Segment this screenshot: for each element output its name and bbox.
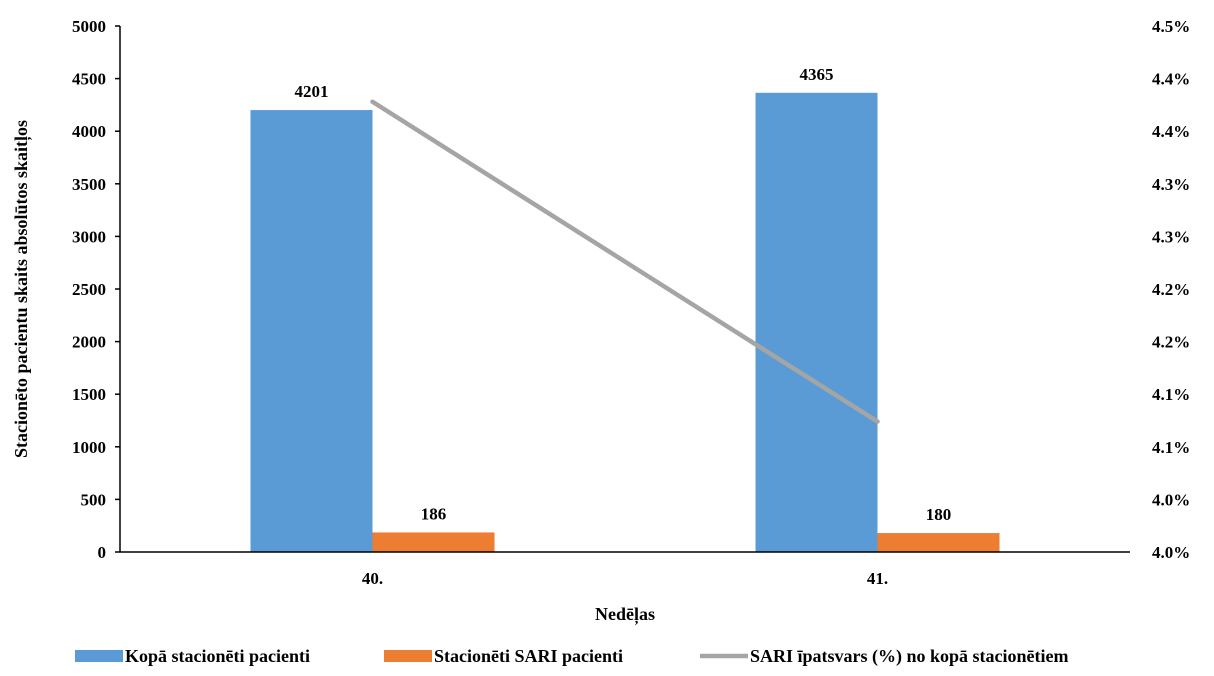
bar-data-label: 4365	[800, 65, 834, 84]
y-tick-label: 5000	[72, 17, 106, 36]
y2-tick-label: 4.5%	[1152, 17, 1190, 36]
y-tick-label: 1000	[72, 438, 106, 457]
y2-tick-label: 4.3%	[1152, 227, 1190, 246]
legend-label: Stacionēti SARI pacienti	[434, 646, 623, 666]
y-tick-label: 3000	[72, 227, 106, 246]
y-tick-label: 0	[98, 543, 107, 562]
bar	[250, 110, 373, 552]
line-series-path	[370, 99, 880, 424]
y2-tick-label: 4.0%	[1152, 543, 1190, 562]
bars: 4201 4365 186 180	[250, 65, 1000, 552]
y-axis-ticks: 0 500 1000 1500 2000 2500 3000 3500 4000 4500 5000	[72, 17, 120, 562]
legend: Kopā stacionēti pacienti Stacionēti SARI …	[75, 646, 1069, 667]
bar-data-label: 186	[421, 504, 447, 523]
y2-tick-label: 4.3%	[1152, 175, 1190, 194]
x-axis-title: Nedēļas	[595, 604, 655, 625]
y2-tick-label: 4.0%	[1152, 490, 1190, 509]
y-tick-label: 4000	[72, 122, 106, 141]
y2-tick-label: 4.2%	[1152, 333, 1190, 352]
y-tick-label: 4500	[72, 70, 106, 89]
y-tick-label: 3500	[72, 175, 106, 194]
legend-label: SARI īpatsvars (%) no kopā stacionētiem	[750, 646, 1069, 667]
bar	[372, 532, 495, 552]
y2-tick-label: 4.1%	[1152, 385, 1190, 404]
legend-label: Kopā stacionēti pacienti	[125, 646, 310, 666]
x-tick-label: 40.	[362, 569, 383, 588]
bar-data-label: 180	[926, 505, 952, 524]
x-axis-ticks: 40. 41.	[362, 569, 888, 588]
line-series	[370, 99, 880, 424]
legend-swatch	[75, 650, 123, 662]
y-axis-title: Stacionēto pacientu skaits absolūtos ska…	[11, 120, 32, 458]
y2-tick-label: 4.4%	[1152, 122, 1190, 141]
y-tick-label: 1500	[72, 385, 106, 404]
x-tick-label: 41.	[867, 569, 888, 588]
y2-tick-label: 4.1%	[1152, 438, 1190, 457]
y2-axis-ticks: 4.0% 4.0% 4.1% 4.1% 4.2% 4.2% 4.3% 4.3% 4.4% 4.4%…	[1152, 17, 1190, 562]
bar-data-label: 4201	[295, 82, 329, 101]
y-tick-label: 500	[81, 490, 107, 509]
y-tick-label: 2000	[72, 333, 106, 352]
legend-swatch	[384, 650, 432, 662]
y-tick-label: 2500	[72, 280, 106, 299]
bar	[755, 92, 878, 552]
y2-tick-label: 4.4%	[1152, 70, 1190, 89]
y2-tick-label: 4.2%	[1152, 280, 1190, 299]
bar	[877, 533, 1000, 552]
